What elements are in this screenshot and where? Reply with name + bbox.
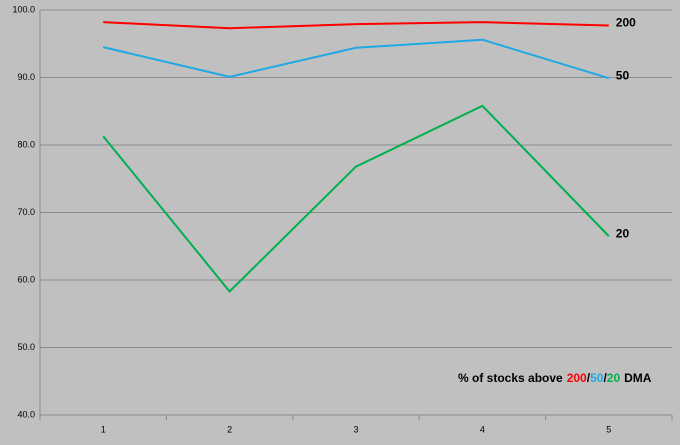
annotation-part: % of stocks above [458, 371, 563, 385]
annotation-part: DMA [624, 371, 652, 385]
y-tick-label: 70.0 [17, 207, 35, 217]
series-line [103, 21, 609, 30]
y-tick-label: 90.0 [17, 72, 35, 82]
y-tick-label: 60.0 [17, 274, 35, 284]
annotation: % of stocks above 200/50/20 DMA [458, 371, 652, 385]
series-line [102, 104, 610, 293]
x-tick-label: 1 [101, 424, 106, 434]
series-label: 50 [616, 68, 630, 82]
series-label: 200 [616, 16, 636, 30]
x-tick-label: 4 [480, 424, 485, 434]
annotation-part: 200 [567, 371, 587, 385]
annotation-part: / [587, 371, 591, 385]
y-tick-label: 100.0 [12, 4, 35, 14]
y-tick-label: 40.0 [17, 409, 35, 419]
y-tick-label: 80.0 [17, 139, 35, 149]
annotation-part: / [603, 371, 607, 385]
x-tick-label: 5 [606, 424, 611, 434]
x-tick-label: 3 [353, 424, 358, 434]
x-tick-label: 2 [227, 424, 232, 434]
series-line [102, 38, 610, 80]
annotation-part: 20 [607, 371, 621, 385]
series-label: 20 [616, 226, 630, 240]
annotation-part: 50 [590, 371, 604, 385]
y-tick-label: 50.0 [17, 342, 35, 352]
